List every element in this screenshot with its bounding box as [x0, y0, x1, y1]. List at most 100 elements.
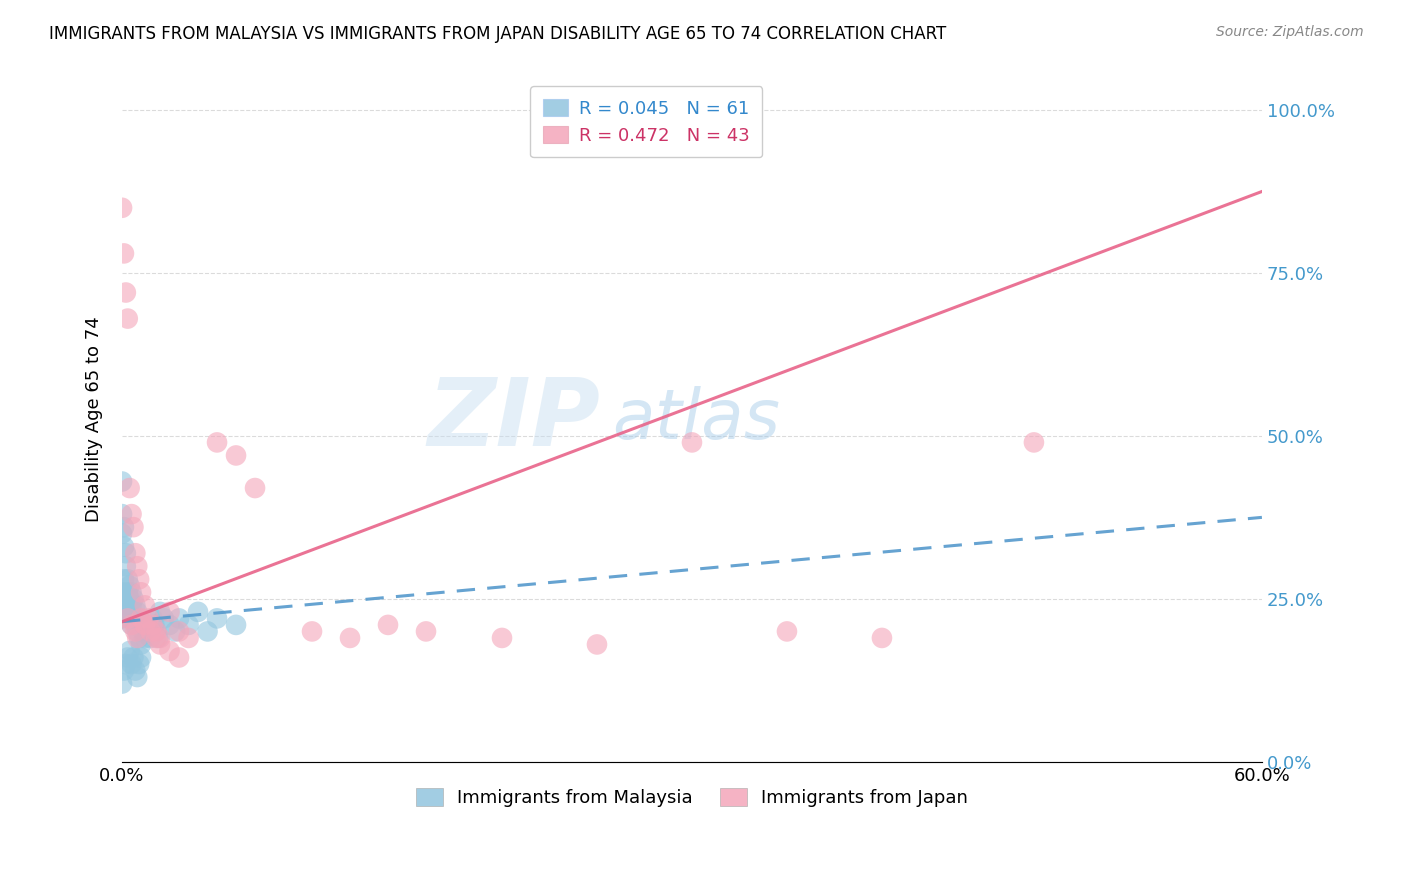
Point — [187, 605, 209, 619]
Point — [127, 670, 149, 684]
Text: IMMIGRANTS FROM MALAYSIA VS IMMIGRANTS FROM JAPAN DISABILITY AGE 65 TO 74 CORREL: IMMIGRANTS FROM MALAYSIA VS IMMIGRANTS F… — [49, 25, 946, 43]
Y-axis label: Disability Age 65 to 74: Disability Age 65 to 74 — [86, 317, 103, 523]
Point — [111, 526, 134, 541]
Point — [134, 618, 156, 632]
Point — [339, 631, 361, 645]
Point — [122, 650, 145, 665]
Point — [146, 631, 169, 645]
Point — [127, 559, 149, 574]
Point — [681, 435, 703, 450]
Point — [149, 605, 172, 619]
Point — [153, 611, 176, 625]
Point — [111, 507, 134, 521]
Point — [143, 618, 166, 632]
Point — [121, 507, 143, 521]
Text: ZIP: ZIP — [427, 374, 600, 466]
Point — [1022, 435, 1045, 450]
Point — [122, 591, 145, 606]
Point — [134, 631, 156, 645]
Point — [115, 657, 138, 671]
Point — [112, 520, 135, 534]
Point — [124, 599, 146, 613]
Point — [141, 618, 163, 632]
Point — [111, 201, 134, 215]
Point — [776, 624, 799, 639]
Point — [127, 605, 149, 619]
Point — [118, 579, 141, 593]
Point — [141, 611, 163, 625]
Point — [115, 285, 138, 300]
Point — [145, 624, 167, 639]
Point — [118, 611, 141, 625]
Point — [586, 637, 609, 651]
Point — [177, 618, 200, 632]
Point — [138, 624, 160, 639]
Text: Source: ZipAtlas.com: Source: ZipAtlas.com — [1216, 25, 1364, 39]
Point — [149, 637, 172, 651]
Point — [117, 572, 139, 586]
Point — [145, 631, 167, 645]
Point — [128, 631, 150, 645]
Point — [118, 591, 141, 606]
Point — [124, 624, 146, 639]
Point — [111, 475, 134, 489]
Point — [149, 631, 172, 645]
Point — [159, 644, 181, 658]
Point — [121, 657, 143, 671]
Point — [132, 624, 155, 639]
Point — [134, 599, 156, 613]
Point — [121, 618, 143, 632]
Point — [117, 605, 139, 619]
Point — [167, 611, 190, 625]
Point — [129, 585, 152, 599]
Point — [112, 664, 135, 678]
Point — [139, 624, 162, 639]
Point — [117, 650, 139, 665]
Point — [205, 611, 228, 625]
Point — [129, 650, 152, 665]
Text: atlas: atlas — [612, 386, 780, 453]
Point — [117, 611, 139, 625]
Point — [243, 481, 266, 495]
Point — [145, 624, 167, 639]
Point — [124, 618, 146, 632]
Point — [129, 618, 152, 632]
Point — [111, 611, 134, 625]
Point — [159, 605, 181, 619]
Point — [115, 559, 138, 574]
Point — [122, 611, 145, 625]
Point — [112, 599, 135, 613]
Point — [159, 618, 181, 632]
Point — [167, 650, 190, 665]
Point — [225, 618, 247, 632]
Point — [167, 624, 190, 639]
Point — [377, 618, 399, 632]
Point — [129, 637, 152, 651]
Point — [121, 599, 143, 613]
Point — [111, 585, 134, 599]
Point — [127, 631, 149, 645]
Point — [124, 664, 146, 678]
Point — [118, 481, 141, 495]
Point — [870, 631, 893, 645]
Point — [122, 520, 145, 534]
Point — [177, 631, 200, 645]
Point — [415, 624, 437, 639]
Point — [121, 618, 143, 632]
Point — [117, 585, 139, 599]
Point — [117, 311, 139, 326]
Point — [124, 546, 146, 560]
Point — [128, 657, 150, 671]
Point — [115, 591, 138, 606]
Point — [118, 644, 141, 658]
Point — [112, 246, 135, 260]
Point — [301, 624, 323, 639]
Point — [138, 611, 160, 625]
Point — [112, 572, 135, 586]
Point — [205, 435, 228, 450]
Legend: Immigrants from Malaysia, Immigrants from Japan: Immigrants from Malaysia, Immigrants fro… — [408, 781, 976, 814]
Point — [128, 572, 150, 586]
Point — [112, 540, 135, 554]
Point — [139, 631, 162, 645]
Point — [115, 546, 138, 560]
